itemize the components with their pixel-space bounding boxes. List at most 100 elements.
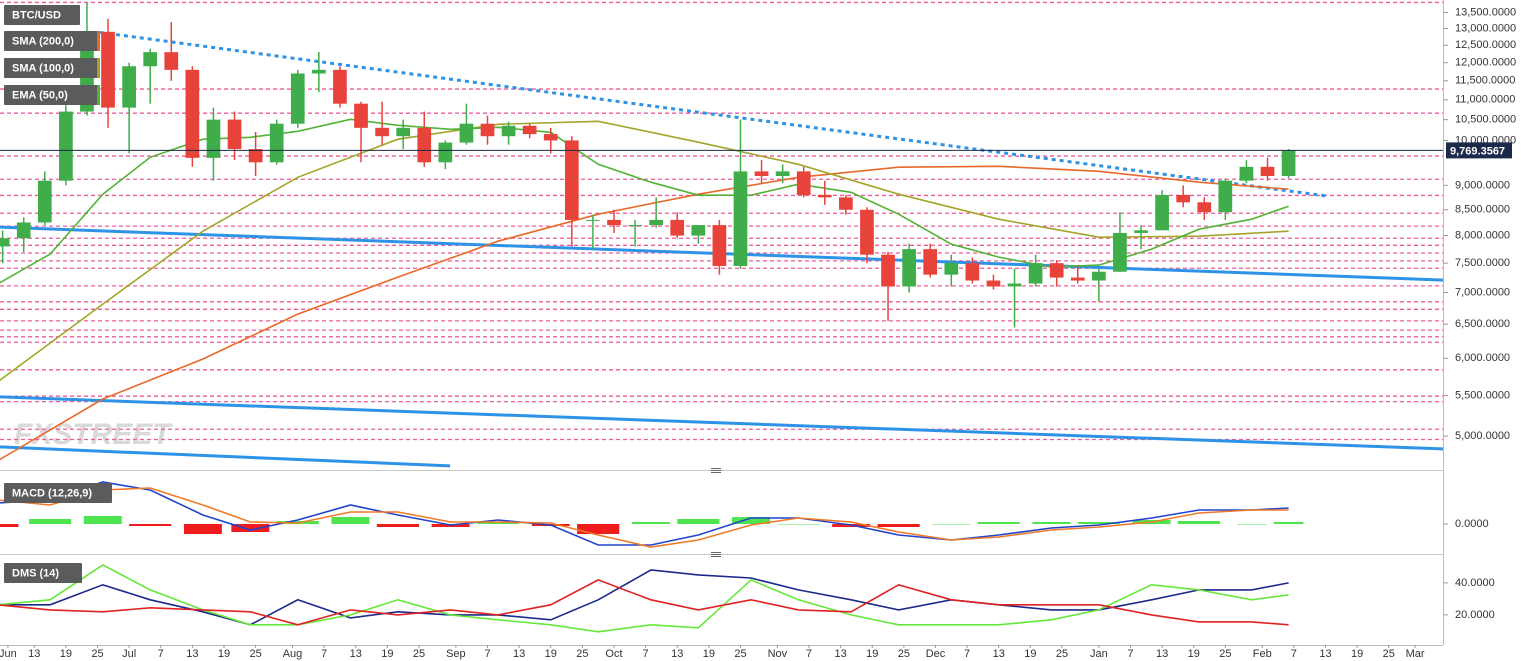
- x-tick-label: 13: [186, 648, 198, 660]
- panel: 0.0000 MACD (12,26,9): [0, 481, 1489, 548]
- candle-body: [1155, 194, 1169, 231]
- resize-handle[interactable]: [711, 552, 721, 557]
- histogram-bar: [777, 524, 820, 525]
- candle-body: [965, 263, 980, 281]
- x-tick-label: 25: [413, 648, 425, 660]
- watermark: FXSTREET: [14, 418, 173, 451]
- candle-body: [522, 125, 537, 135]
- x-tick-label: 7: [158, 648, 164, 660]
- x-tick-label: Jul: [122, 648, 136, 660]
- candle-body: [0, 238, 10, 247]
- trend-line: [0, 445, 451, 468]
- x-tick-label: 13: [28, 648, 40, 660]
- legend-swatch: [97, 58, 100, 78]
- x-tick-label: 25: [734, 648, 746, 660]
- candle-body: [122, 66, 136, 108]
- indicator-line: [0, 487, 1289, 548]
- histogram-bar: [577, 524, 620, 534]
- histogram-bar: [83, 516, 122, 524]
- trend-line: [99, 30, 1329, 198]
- y-tick-label: 6,500.0000: [1455, 318, 1510, 330]
- x-tick-label: 13: [513, 648, 525, 660]
- histogram-bar: [677, 519, 720, 524]
- indicator-line: [0, 563, 1289, 633]
- candle-body: [817, 194, 832, 198]
- y-tick-label: 5,000.0000: [1455, 430, 1510, 442]
- candle-body: [986, 280, 1001, 287]
- last-price-box: [1446, 142, 1512, 159]
- candle-body: [1113, 232, 1127, 272]
- y-tick-label: 40.0000: [1455, 577, 1495, 589]
- candle-body: [16, 222, 31, 239]
- x-tick-label: 19: [1351, 648, 1363, 660]
- candle-body: [1007, 283, 1022, 287]
- x-tick-label: Nov: [768, 648, 788, 660]
- x-tick-label: 19: [1024, 648, 1036, 660]
- candle-body: [796, 171, 811, 195]
- candle-body: [1260, 166, 1275, 177]
- histogram-bar: [1032, 522, 1071, 524]
- histogram-bar: [1177, 521, 1221, 524]
- x-tick-label: Mar: [1406, 648, 1425, 660]
- y-tick-label: 7,000.0000: [1455, 286, 1510, 298]
- x-tick-label: 19: [218, 648, 230, 660]
- x-tick-label: 25: [576, 648, 588, 660]
- x-tick-label: 19: [703, 648, 715, 660]
- x-tick-label: 7: [321, 648, 327, 660]
- histogram-bar: [932, 524, 971, 525]
- candle-body: [775, 171, 790, 177]
- candle-body: [944, 263, 959, 275]
- y-tick-label: 10,500.0000: [1455, 114, 1516, 126]
- legend-swatch: [97, 85, 100, 105]
- trend-line: [0, 395, 1444, 451]
- candle-body: [1218, 180, 1233, 213]
- x-tick-label: Jan: [1090, 648, 1108, 660]
- legend-label: BTC/USD: [12, 9, 61, 21]
- histogram-bar: [0, 524, 19, 527]
- indicator-line: [0, 120, 1289, 382]
- legend-swatch: [97, 31, 100, 51]
- candle-body: [586, 219, 600, 221]
- x-tick-label: 19: [866, 648, 878, 660]
- candle-body: [754, 171, 769, 177]
- candle-body: [312, 69, 326, 74]
- candle-body: [628, 225, 642, 227]
- candle-body: [1092, 271, 1106, 281]
- candle-body: [269, 123, 284, 163]
- candle-body: [1070, 277, 1085, 281]
- histogram-bar: [1077, 522, 1120, 524]
- histogram-bar: [631, 522, 670, 524]
- x-tick-label: 7: [1291, 648, 1297, 660]
- indicator-line: [0, 481, 1289, 546]
- candle-body: [1134, 230, 1148, 233]
- x-tick-label: 7: [643, 648, 649, 660]
- candle-body: [1049, 263, 1064, 278]
- candle-body: [1197, 202, 1212, 213]
- candle-body: [354, 103, 368, 128]
- candle-body: [691, 225, 706, 236]
- legend-box: [4, 58, 100, 78]
- x-tick-label: 7: [806, 648, 812, 660]
- histogram-bar: [977, 522, 1020, 524]
- legend-label: SMA (100,0): [12, 62, 74, 74]
- legend-box: [4, 563, 82, 583]
- candle-body: [438, 142, 453, 163]
- candle-body: [543, 134, 558, 141]
- x-tick-label: 25: [898, 648, 910, 660]
- y-tick-label: 12,000.0000: [1455, 57, 1516, 69]
- x-tick-label: 19: [381, 648, 393, 660]
- indicator-line: [0, 569, 1289, 626]
- panel: 40.0000 20.0000 Jun 13 19 25 Jul 7 13 19 25 Aug 7 13 1…: [0, 563, 1495, 660]
- y-tick-label: 13,500.0000: [1455, 6, 1516, 18]
- histogram-bar: [732, 517, 770, 524]
- legend-box: [4, 483, 112, 503]
- histogram-bar: [376, 524, 419, 527]
- histogram-bar: [231, 524, 270, 532]
- indicator-line: [0, 579, 1289, 626]
- x-tick-label: 25: [1383, 648, 1395, 660]
- candle-body: [375, 127, 389, 137]
- candle-body: [1028, 263, 1043, 284]
- candle-body: [733, 171, 748, 266]
- resize-handle[interactable]: [711, 468, 721, 473]
